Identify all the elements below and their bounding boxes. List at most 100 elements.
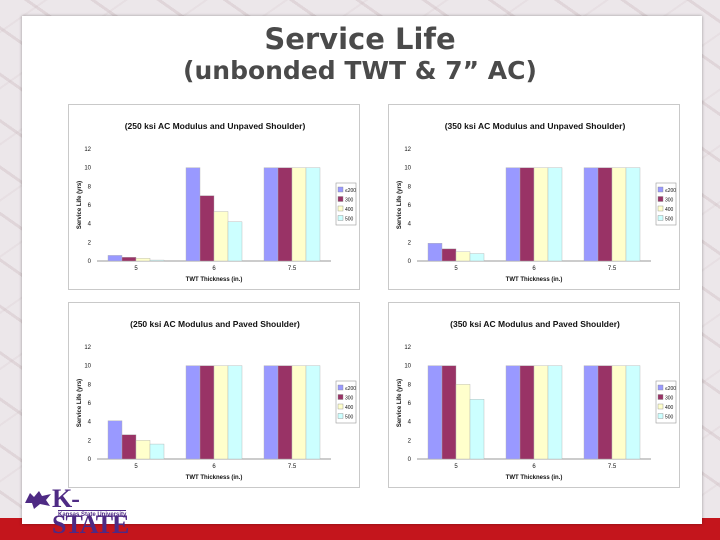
bar-≤200-7.5 bbox=[583, 365, 599, 460]
y-tick-label: 12 bbox=[84, 147, 91, 153]
bar-300-5 bbox=[441, 248, 457, 262]
legend-label-300: 300 bbox=[345, 396, 354, 402]
bar-300-7.5 bbox=[277, 167, 293, 262]
bar-500-5 bbox=[469, 399, 485, 460]
legend-box bbox=[335, 380, 357, 424]
bar-500-6 bbox=[547, 365, 563, 460]
x-axis-label: TWT Thickness (in.) bbox=[186, 475, 243, 481]
legend-label-≤200: ≤200 bbox=[345, 386, 356, 392]
y-tick-label: 10 bbox=[404, 364, 411, 370]
chart-title: (250 ksi AC Modulus and Paved Shoulder) bbox=[130, 319, 300, 329]
x-tick-label: 7.5 bbox=[608, 266, 617, 272]
bar-300-6 bbox=[199, 195, 215, 262]
x-tick-label: 6 bbox=[212, 266, 216, 272]
x-tick-label: 6 bbox=[532, 266, 536, 272]
legend-label-500: 500 bbox=[665, 415, 674, 421]
legend-label-400: 400 bbox=[345, 207, 354, 213]
bar-400-7.5 bbox=[611, 365, 627, 460]
legend-label-≤200: ≤200 bbox=[665, 188, 676, 194]
legend-label-500: 500 bbox=[345, 217, 354, 223]
bar-≤200-6 bbox=[505, 167, 521, 262]
bar-400-5 bbox=[135, 257, 151, 262]
legend-label-300: 300 bbox=[665, 396, 674, 402]
legend-swatch-300 bbox=[337, 394, 344, 400]
x-tick-label: 6 bbox=[212, 464, 216, 470]
legend-swatch-300 bbox=[337, 196, 344, 202]
legend-swatch-≤200 bbox=[657, 186, 664, 193]
bar-≤200-6 bbox=[185, 365, 201, 460]
y-tick-label: 2 bbox=[408, 240, 412, 246]
legend-label-300: 300 bbox=[345, 198, 354, 204]
legend-label-500: 500 bbox=[345, 415, 354, 421]
logo-subtext: Kansas State University bbox=[58, 510, 127, 518]
legend-swatch-400 bbox=[657, 403, 664, 410]
y-tick-label: 12 bbox=[84, 345, 91, 351]
logo-wordmark: K-STATE bbox=[52, 484, 129, 539]
y-tick-label: 8 bbox=[408, 382, 412, 388]
bar-500-5 bbox=[469, 253, 485, 262]
chart-title: (350 ksi AC Modulus and Paved Shoulder) bbox=[450, 319, 620, 329]
bar-≤200-6 bbox=[505, 365, 521, 460]
bar-≤200-5 bbox=[107, 420, 123, 460]
bar-500-5 bbox=[149, 443, 165, 460]
legend-swatch-400 bbox=[657, 205, 664, 212]
legend-swatch-≤200 bbox=[337, 384, 344, 391]
bar-300-7.5 bbox=[277, 365, 293, 460]
y-tick-label: 10 bbox=[84, 166, 91, 172]
chart-panel-2: (350 ksi AC Modulus and Unpaved Shoulder… bbox=[388, 104, 680, 290]
x-tick-label: 7.5 bbox=[288, 464, 297, 470]
bar-300-6 bbox=[519, 365, 535, 460]
x-axis-label: TWT Thickness (in.) bbox=[186, 277, 243, 283]
legend-label-400: 400 bbox=[345, 405, 354, 411]
legend-label-≤200: ≤200 bbox=[345, 188, 356, 194]
y-tick-label: 8 bbox=[408, 184, 412, 190]
bar-chart-350-paved: (350 ksi AC Modulus and Paved Shoulder) S… bbox=[397, 319, 677, 481]
legend-box bbox=[655, 182, 677, 226]
y-tick-label: 6 bbox=[408, 203, 412, 209]
bar-400-6 bbox=[213, 211, 229, 262]
bar-500-7.5 bbox=[305, 167, 321, 262]
x-tick-label: 6 bbox=[532, 464, 536, 470]
legend-swatch-300 bbox=[657, 196, 664, 202]
chart-panel-1: (250 ksi AC Modulus and Unpaved Shoulder… bbox=[68, 104, 360, 290]
y-tick-label: 4 bbox=[88, 222, 92, 228]
bar-300-6 bbox=[199, 365, 215, 460]
chart-title: (250 ksi AC Modulus and Unpaved Shoulder… bbox=[125, 121, 306, 131]
x-tick-label: 5 bbox=[134, 266, 138, 272]
legend-box bbox=[335, 182, 357, 226]
y-tick-label: 2 bbox=[88, 240, 92, 246]
y-axis-label: Service Life (yrs) bbox=[77, 379, 83, 427]
x-tick-label: 7.5 bbox=[288, 266, 297, 272]
bar-chart-350-unpaved: (350 ksi AC Modulus and Unpaved Shoulder… bbox=[397, 121, 677, 283]
legend-label-400: 400 bbox=[665, 405, 674, 411]
bar-400-6 bbox=[533, 365, 549, 460]
y-tick-label: 4 bbox=[88, 420, 92, 426]
legend-swatch-300 bbox=[657, 394, 664, 400]
y-tick-label: 4 bbox=[408, 222, 412, 228]
y-tick-label: 6 bbox=[88, 203, 92, 209]
legend-swatch-500 bbox=[337, 215, 344, 221]
x-tick-label: 7.5 bbox=[608, 464, 617, 470]
bar-chart-250-paved: (250 ksi AC Modulus and Paved Shoulder) S… bbox=[77, 319, 357, 481]
bar-300-5 bbox=[441, 365, 457, 460]
bar-500-7.5 bbox=[625, 365, 641, 460]
wildcat-icon bbox=[25, 491, 51, 509]
bar-400-5 bbox=[455, 384, 471, 460]
legend-swatch-≤200 bbox=[657, 384, 664, 391]
y-axis-label: Service Life (yrs) bbox=[397, 181, 403, 229]
bar-≤200-5 bbox=[427, 243, 443, 262]
bar-400-7.5 bbox=[291, 365, 307, 460]
y-tick-label: 10 bbox=[84, 364, 91, 370]
legend-swatch-500 bbox=[337, 413, 344, 419]
bar-≤200-7.5 bbox=[263, 365, 279, 460]
chart-panel-3: (250 ksi AC Modulus and Paved Shoulder) S… bbox=[68, 302, 360, 488]
y-tick-label: 4 bbox=[408, 420, 412, 426]
kstate-logo: K-STATE Kansas State University bbox=[24, 486, 134, 538]
y-tick-label: 0 bbox=[88, 259, 92, 265]
y-tick-label: 12 bbox=[404, 147, 411, 153]
slide-subtitle: (unbonded TWT & 7” AC) bbox=[183, 56, 537, 85]
legend-box bbox=[655, 380, 677, 424]
bar-400-6 bbox=[533, 167, 549, 262]
bar-300-6 bbox=[519, 167, 535, 262]
legend-swatch-400 bbox=[337, 205, 344, 212]
